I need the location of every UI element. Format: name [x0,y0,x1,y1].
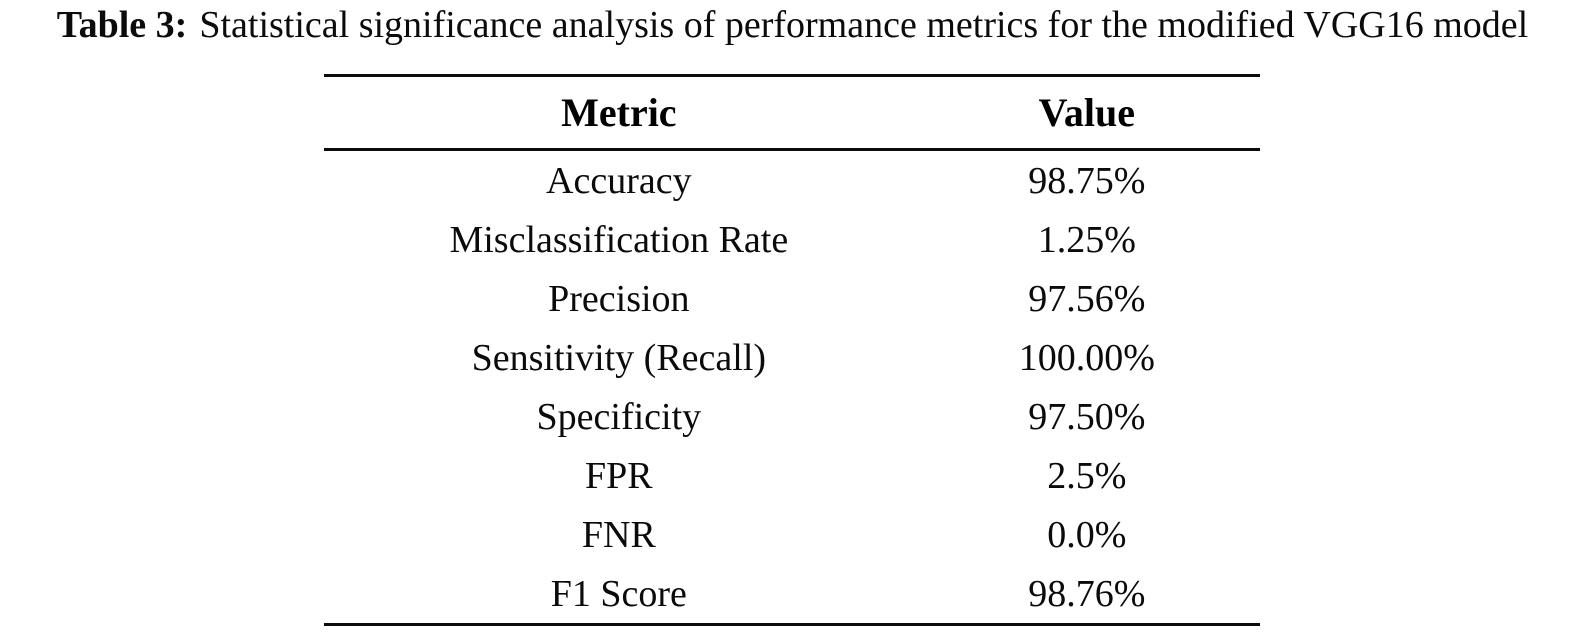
table-row: FPR 2.5% [324,446,1260,505]
value-cell: 98.75% [1028,159,1146,202]
table-row: FNR 0.0% [324,505,1260,564]
metric-cell: Sensitivity (Recall) [471,336,767,379]
metric-cell: FNR [581,513,656,556]
table-row: Precision 97.56% [324,269,1260,328]
metric-cell: Misclassification Rate [449,218,789,261]
column-header-metric: Metric [561,90,677,135]
table-row: Specificity 97.50% [324,387,1260,446]
table-row: F1 Score 98.76% [324,564,1260,623]
table-row: Misclassification Rate 1.25% [324,210,1260,269]
value-cell: 98.76% [1028,572,1146,615]
table-header-row: Metric Value [324,77,1260,148]
value-cell: 0.0% [1047,513,1127,556]
top-rule [324,74,1260,77]
metric-cell: Precision [548,277,690,320]
table-row: Sensitivity (Recall) 100.00% [324,328,1260,387]
metric-cell: F1 Score [550,572,687,615]
value-cell: 97.56% [1028,277,1146,320]
value-cell: 2.5% [1047,454,1127,497]
table-caption: Table 3: Statistical significance analysi… [0,0,1585,50]
bottom-rule [324,623,1260,626]
value-cell: 100.00% [1018,336,1155,379]
metric-cell: Specificity [536,395,702,438]
caption-label: Table 3: [56,4,188,46]
caption-text: Statistical significance analysis of per… [199,4,1529,46]
value-cell: 97.50% [1028,395,1146,438]
value-cell: 1.25% [1037,218,1136,261]
column-header-value: Value [1038,90,1135,135]
mid-rule [324,148,1260,151]
metrics-table: Metric Value Accuracy 98.75% Misclassifi… [324,74,1260,626]
metric-cell: FPR [585,454,653,497]
metric-cell: Accuracy [546,159,692,202]
table-row: Accuracy 98.75% [324,151,1260,210]
